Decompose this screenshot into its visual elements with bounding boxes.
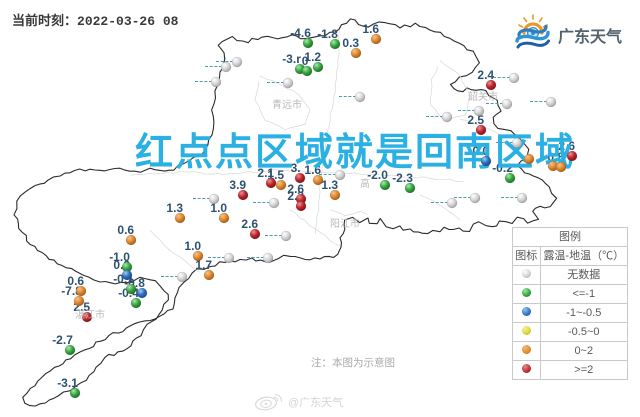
svg-text:广东天气: 广东天气 xyxy=(558,27,622,46)
